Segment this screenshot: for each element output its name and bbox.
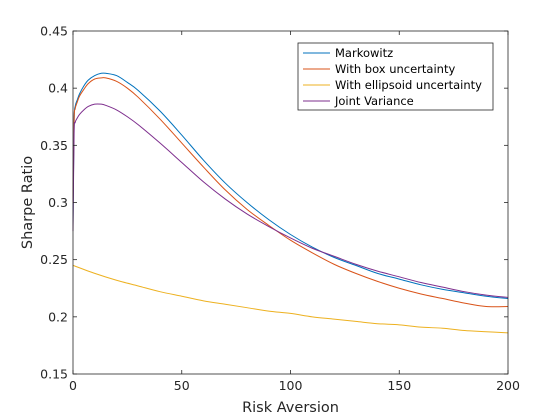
y-tick-label: 0.3 (48, 195, 68, 210)
y-axis-title: Sharpe Ratio (20, 156, 36, 249)
x-tick-label: 200 (496, 378, 520, 393)
y-tick-label: 0.2 (48, 309, 68, 324)
series-line-with-ellipsoid-uncertainty (72, 264, 509, 334)
legend-label-box-uncertainty: With box uncertainty (335, 62, 455, 76)
series-layer (72, 72, 509, 334)
tick-layer: 0 50 100 150 200 0.15 0.2 0.25 0.3 0.35 0.4 0.45 (40, 24, 520, 394)
y-tick-label: 0.25 (40, 252, 68, 267)
legend-label-ellipsoid-uncertainty: With ellipsoid uncertainty (335, 78, 482, 92)
x-axis-title: Risk Aversion (242, 400, 339, 416)
y-tick-label: 0.45 (40, 24, 68, 39)
series-line-markowitz (72, 72, 509, 300)
legend-box (297, 42, 494, 111)
series-line-joint-variance (72, 103, 509, 298)
legend-label-markowitz: Markowitz (335, 46, 393, 60)
series-line-with-box-uncertainty (72, 77, 509, 308)
y-tick-label: 0.35 (40, 138, 68, 153)
x-tick-label: 50 (174, 378, 190, 393)
y-tick-label: 0.15 (40, 367, 68, 382)
x-tick-label: 150 (387, 378, 411, 393)
x-tick-label: 0 (69, 378, 77, 393)
x-tick-label: 100 (279, 378, 303, 393)
legend-label-joint-variance: Joint Variance (334, 94, 414, 108)
y-tick-label: 0.4 (48, 81, 68, 96)
legend: Markowitz With box uncertainty With elli… (297, 42, 494, 111)
